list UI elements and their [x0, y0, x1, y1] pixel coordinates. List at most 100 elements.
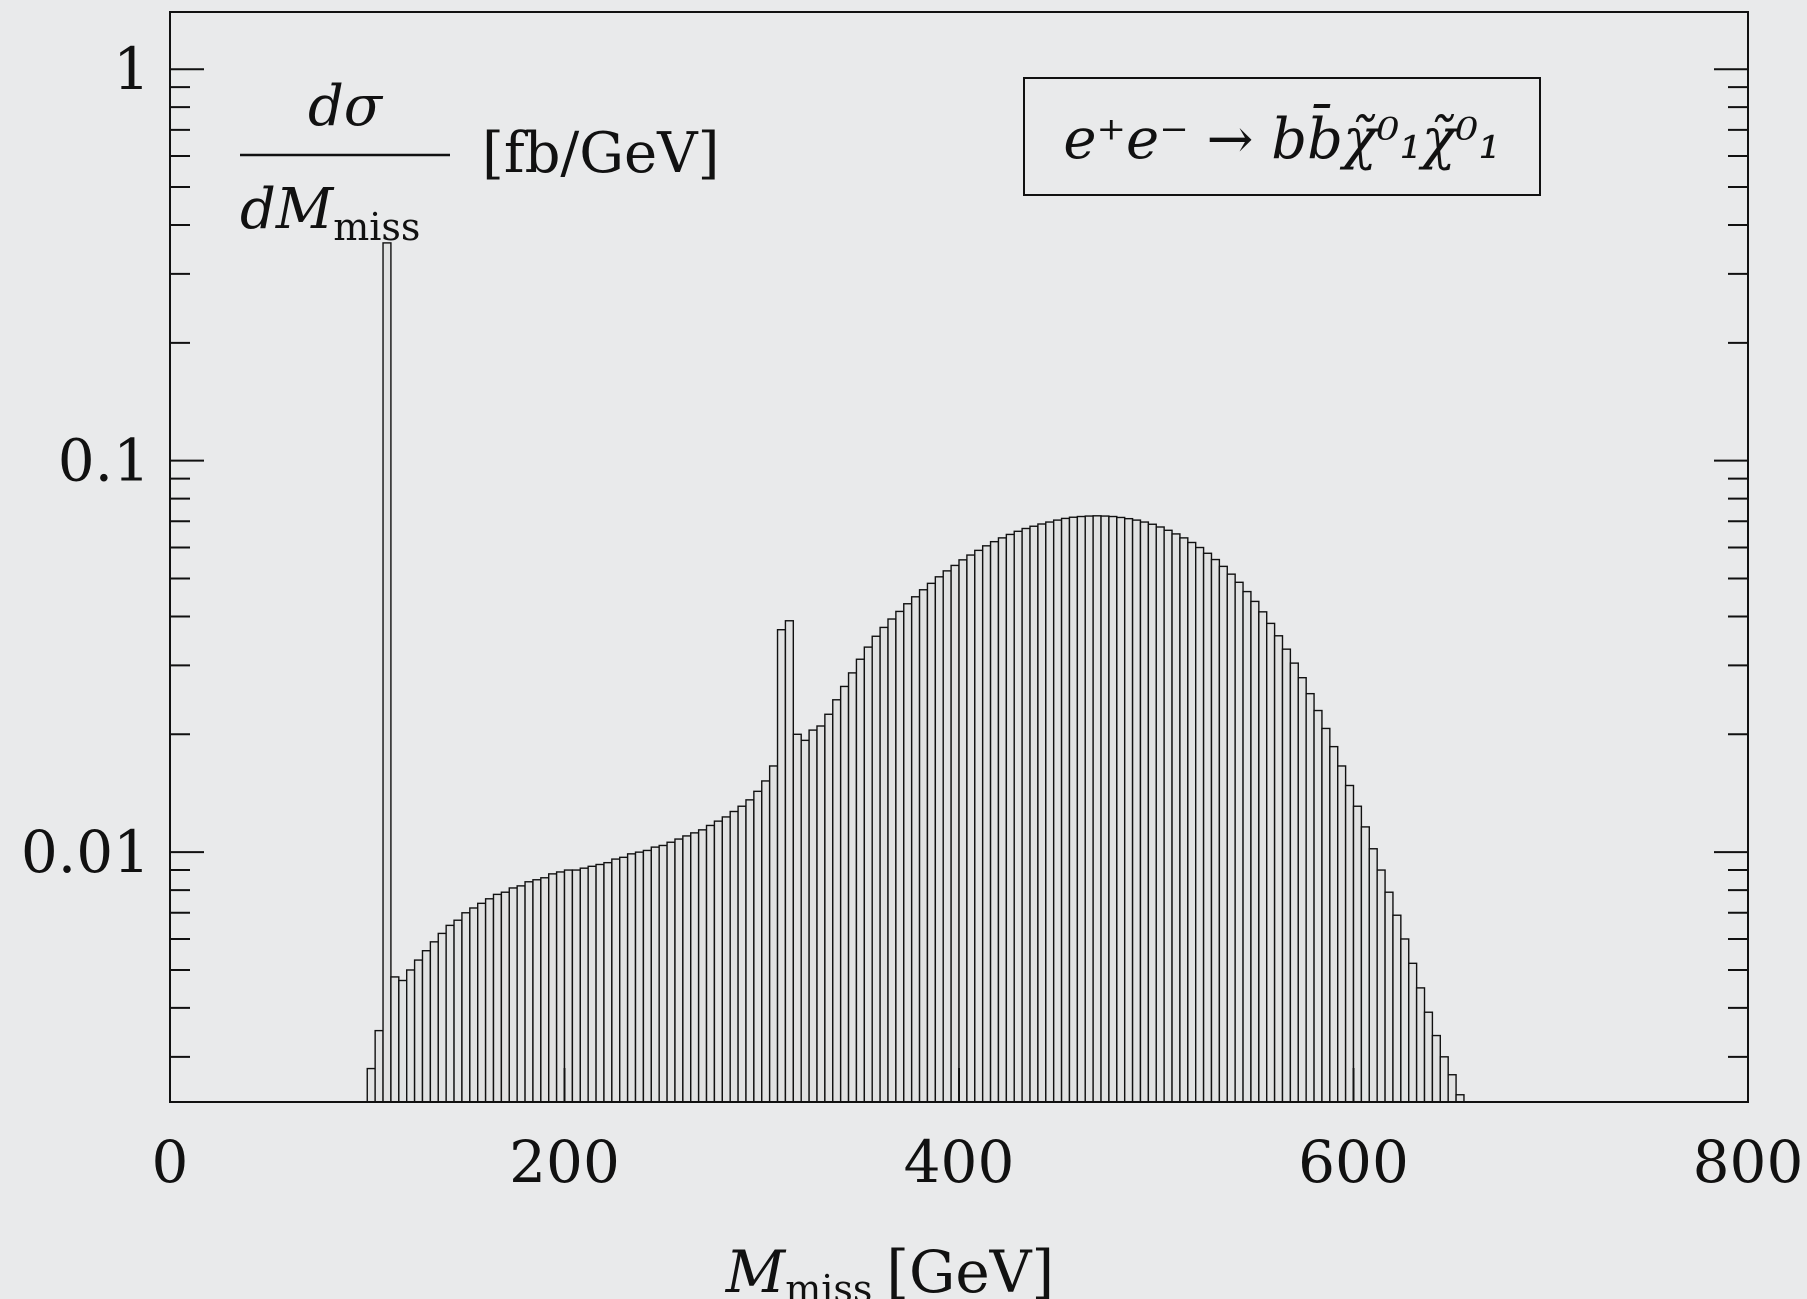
histogram-bar: [1068, 516, 1079, 1103]
histogram-bar: [958, 559, 968, 1103]
histogram-bar: [611, 858, 621, 1103]
histogram-bar: [1005, 533, 1015, 1103]
histogram-bar: [453, 919, 463, 1103]
histogram-bar: [942, 570, 952, 1103]
histogram-bar: [1218, 565, 1228, 1103]
histogram-bar: [768, 765, 779, 1103]
histogram-bar: [445, 924, 455, 1103]
histogram-bar: [382, 242, 392, 1103]
histogram-bar: [1084, 515, 1094, 1103]
histogram-bar: [540, 877, 550, 1103]
x-axis-label: Mmiss [GeV]: [725, 1238, 1054, 1299]
histogram-bar: [516, 885, 526, 1103]
ylabel-denominator-main: dM: [240, 177, 335, 242]
histogram-bar: [1305, 692, 1315, 1103]
x-tick-labels: 0 200 400 600 800: [152, 1128, 1804, 1196]
histogram-bar: [587, 865, 597, 1103]
histogram-bar: [532, 879, 542, 1103]
histogram-bar: [1187, 541, 1197, 1103]
axis-ticks: [169, 68, 1749, 1102]
histogram-bar: [1289, 662, 1299, 1103]
xlabel-unit: [GeV]: [886, 1238, 1054, 1299]
histogram-bar: [1313, 709, 1323, 1103]
histogram-bar: [776, 629, 787, 1103]
histogram-bar: [966, 554, 976, 1103]
histogram-bar: [792, 733, 802, 1103]
ylabel-denominator: dMmiss: [240, 177, 420, 249]
histogram-bar: [406, 969, 416, 1103]
histogram-bar: [571, 869, 581, 1103]
histogram-bar: [1242, 590, 1252, 1103]
histogram-bar: [603, 861, 613, 1103]
histogram-bar: [1352, 805, 1363, 1103]
histogram-bar: [950, 564, 960, 1103]
histogram-bar: [508, 887, 518, 1103]
histogram-bar: [1376, 869, 1386, 1103]
histogram-bar: [1123, 517, 1134, 1103]
histogram-bar: [855, 658, 866, 1103]
histogram-bar: [421, 950, 432, 1103]
histogram-bar: [626, 853, 637, 1103]
histogram-bar: [1344, 784, 1355, 1103]
histogram-bar: [989, 540, 1000, 1103]
histogram-bar: [492, 893, 503, 1103]
histogram-bar: [832, 699, 842, 1103]
histogram-bar: [737, 805, 747, 1103]
histogram-bar: [1337, 765, 1347, 1103]
histogram-bar: [1447, 1074, 1457, 1103]
histogram-bar: [548, 873, 558, 1103]
histogram-bar: [1321, 727, 1331, 1103]
histogram-bar: [729, 810, 739, 1103]
histogram-bar: [1400, 938, 1410, 1103]
histogram-bar: [847, 672, 858, 1103]
histogram-bar: [682, 835, 692, 1103]
histogram-bar: [816, 725, 826, 1103]
histogram-bar: [895, 610, 905, 1103]
histogram-bar: [1281, 648, 1292, 1103]
histogram-bar: [1045, 521, 1055, 1103]
histogram-bar: [429, 941, 439, 1103]
histogram-bar: [918, 589, 929, 1103]
histogram-bar: [981, 545, 992, 1103]
histogram-bar: [1171, 533, 1181, 1103]
legend-box: [1023, 77, 1541, 196]
histogram-bar: [1234, 581, 1244, 1103]
histogram-bar: [1108, 515, 1118, 1103]
ylabel-numerator: dσ: [308, 74, 384, 139]
histogram-bar: [469, 907, 479, 1103]
histogram-bar: [1297, 677, 1307, 1103]
x-tick-label: 0: [152, 1128, 189, 1196]
histogram-bar: [413, 959, 424, 1103]
xlabel-main: M: [725, 1238, 787, 1299]
histogram-bar: [1179, 537, 1189, 1103]
histogram-bar: [563, 869, 574, 1103]
histogram-bar: [1439, 1056, 1449, 1103]
histogram-bar: [808, 729, 818, 1103]
histogram-bar: [1360, 826, 1370, 1103]
histogram-bar: [437, 932, 447, 1103]
histogram-bar: [1431, 1034, 1441, 1103]
histogram-bar: [713, 820, 723, 1103]
histogram-bar: [1258, 611, 1268, 1103]
histogram-bar: [374, 1029, 384, 1103]
histogram-bar: [1052, 519, 1063, 1103]
x-tick-label: 800: [1693, 1128, 1804, 1196]
histogram-bar: [1250, 600, 1260, 1103]
histogram-bar: [1266, 622, 1276, 1103]
histogram-bar: [1147, 523, 1157, 1103]
histogram-bar: [1116, 516, 1126, 1103]
histogram-bar: [1092, 515, 1102, 1103]
histogram-bar: [1368, 848, 1378, 1103]
histogram-bar: [1139, 521, 1150, 1103]
histogram-bar: [366, 1067, 376, 1103]
histogram-bar: [579, 867, 589, 1103]
histogram-bar: [595, 863, 605, 1103]
histogram-bar: [705, 824, 716, 1103]
histogram-bar: [697, 829, 708, 1103]
histogram-bar: [934, 576, 944, 1103]
histogram-bar: [800, 739, 810, 1103]
y-tick-label: 0.01: [21, 818, 150, 886]
histogram-bar: [1013, 530, 1023, 1103]
histogram-bar: [721, 816, 731, 1103]
